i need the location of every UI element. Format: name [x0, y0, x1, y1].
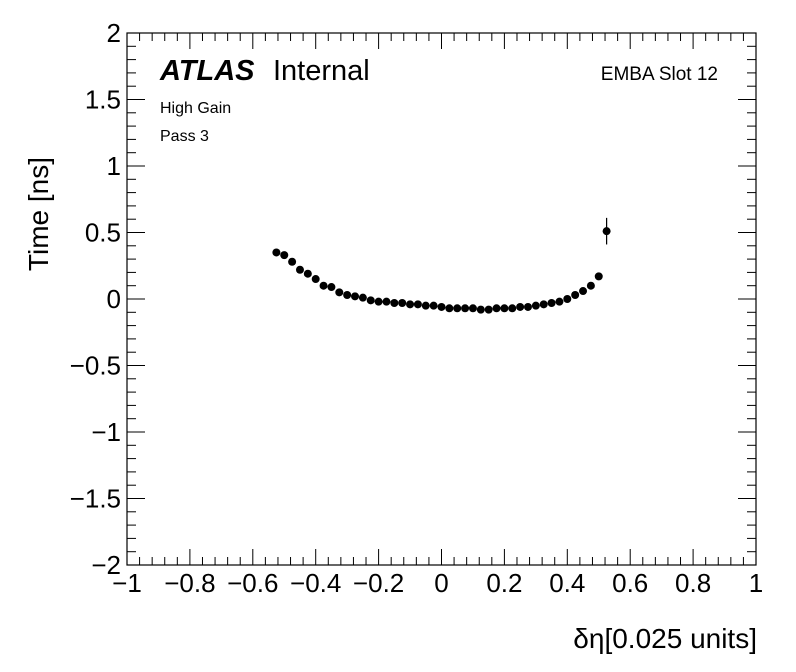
- data-point: [571, 291, 580, 300]
- data-point: [311, 275, 320, 284]
- data-point: [366, 296, 375, 305]
- data-point: [500, 304, 509, 313]
- data-point: [531, 301, 540, 310]
- data-point: [421, 301, 430, 310]
- data-point: [461, 304, 470, 313]
- pass-label: Pass 3: [160, 128, 209, 145]
- y-tick-label: 0.5: [85, 218, 121, 248]
- data-point: [358, 293, 367, 302]
- x-tick-label: −0.2: [353, 568, 404, 598]
- data-point: [484, 305, 493, 314]
- x-tick-label: 0.8: [675, 568, 711, 598]
- atlas-label: ATLAS: [159, 55, 255, 87]
- data-point: [594, 272, 603, 281]
- data-point: [539, 300, 548, 309]
- y-tick-label: −1: [91, 417, 121, 447]
- data-point: [492, 304, 501, 313]
- data-point: [437, 302, 446, 311]
- y-tick-label: 0: [107, 284, 121, 314]
- data-point: [476, 305, 485, 314]
- data-point: [508, 304, 517, 313]
- data-point: [445, 304, 454, 313]
- slot-label: EMBA Slot 12: [601, 64, 718, 85]
- y-axis-ticks: [127, 32, 756, 566]
- data-point: [398, 298, 407, 307]
- y-tick-label: 1: [107, 151, 121, 181]
- data-point: [288, 257, 297, 266]
- data-point: [335, 288, 344, 297]
- data-point: [406, 300, 415, 309]
- data-point: [295, 265, 304, 274]
- data-point: [547, 298, 556, 307]
- y-tick-label: −1.5: [70, 484, 121, 514]
- y-tick-label: −2: [91, 550, 121, 580]
- data-point: [468, 304, 477, 313]
- x-axis-title: δη[0.025 units]: [573, 623, 757, 654]
- x-axis-tick-labels: −1 −0.8 −0.6 −0.4 −0.2 0 0.2 0.4 0.6 0.8 1: [112, 568, 763, 598]
- y-tick-label: 2: [107, 18, 121, 48]
- data-point: [351, 292, 360, 301]
- atlas-status: Internal: [273, 55, 370, 87]
- data-point: [280, 251, 289, 260]
- x-tick-label: 0.2: [486, 568, 522, 598]
- x-tick-label: 0: [434, 568, 448, 598]
- y-tick-label: 1.5: [85, 85, 121, 115]
- x-tick-label: −0.8: [164, 568, 215, 598]
- x-tick-label: 1: [749, 568, 763, 598]
- x-tick-label: −1: [112, 568, 142, 598]
- y-tick-label: −0.5: [70, 351, 121, 381]
- x-tick-label: −0.6: [227, 568, 278, 598]
- data-point: [319, 281, 328, 290]
- data-point: [413, 300, 422, 309]
- data-point: [303, 269, 312, 278]
- data-point: [429, 301, 438, 310]
- y-axis-tick-labels: −2 −1.5 −1 −0.5 0 0.5 1 1.5 2: [70, 18, 121, 580]
- data-point: [555, 297, 564, 306]
- data-point: [523, 302, 532, 311]
- gain-label: High Gain: [160, 100, 231, 117]
- x-tick-label: 0.4: [549, 568, 585, 598]
- data-points: [272, 217, 611, 314]
- data-point: [516, 302, 525, 311]
- data-point: [563, 295, 572, 303]
- x-tick-label: −0.4: [290, 568, 341, 598]
- data-point: [390, 298, 399, 307]
- data-point: [327, 283, 336, 292]
- data-point: [579, 287, 588, 296]
- data-point: [453, 304, 462, 313]
- data-point: [272, 248, 281, 257]
- data-point: [602, 227, 611, 236]
- x-tick-label: 0.6: [612, 568, 648, 598]
- data-point: [382, 297, 391, 306]
- data-point: [343, 291, 352, 300]
- data-point: [374, 297, 383, 306]
- data-point: [586, 281, 595, 290]
- y-axis-title: Time [ns]: [23, 157, 54, 271]
